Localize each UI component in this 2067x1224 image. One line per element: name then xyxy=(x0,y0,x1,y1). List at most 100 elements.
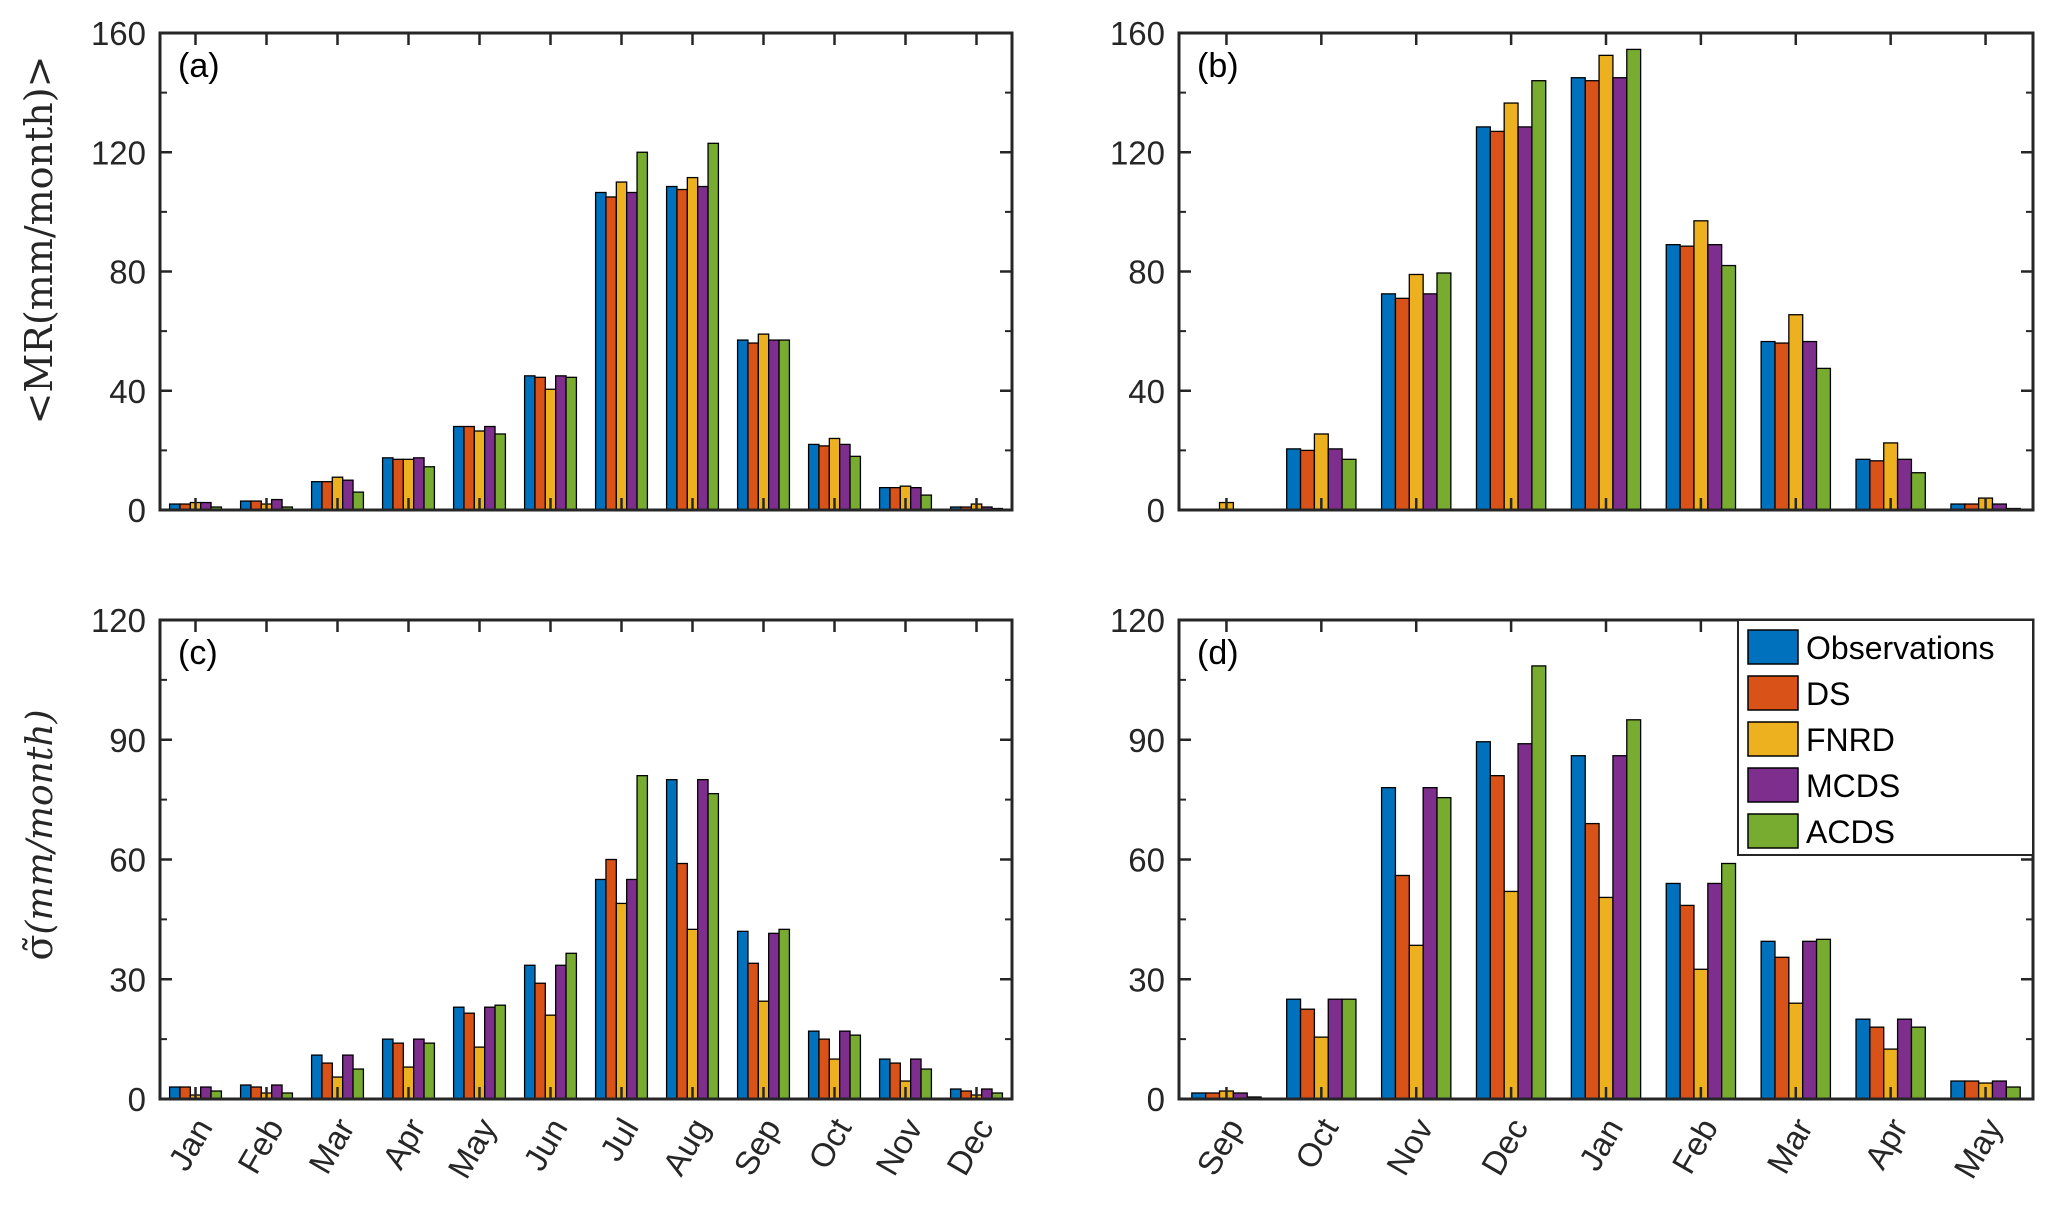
bar-a-mcds-nov xyxy=(910,486,922,511)
bar-b-observations-dec xyxy=(1475,126,1491,511)
bar-d-observations-feb xyxy=(1665,882,1681,1100)
ytick-label-a-2: 80 xyxy=(109,254,146,291)
legend-swatch-ds xyxy=(1747,675,1799,711)
bar-d-mcds-jan xyxy=(1612,755,1628,1100)
axes-frame-b xyxy=(1177,31,2035,512)
bar-a-acds-mar xyxy=(352,491,365,511)
bar-a-ds-sep xyxy=(747,342,759,511)
bar-d-observations-jan xyxy=(1570,755,1586,1100)
bar-b-fnrd-jan xyxy=(1598,54,1614,511)
bar-c-mcds-apr xyxy=(413,1038,425,1100)
bar-c-ds-jun xyxy=(534,982,546,1100)
y-axis-label-top: <MR(mm/month)> xyxy=(17,56,61,425)
bar-c-fnrd-jul xyxy=(615,902,628,1100)
bar-d-ds-oct xyxy=(1299,1008,1316,1100)
bar-a-observations-nov xyxy=(878,486,891,511)
bar-b-observations-feb xyxy=(1665,244,1681,511)
bar-b-observations-apr xyxy=(1855,458,1871,511)
bar-b-fnrd-dec xyxy=(1503,102,1519,511)
bar-d-observations-oct xyxy=(1286,998,1302,1100)
bar-d-mcds-oct xyxy=(1327,998,1343,1100)
bar-c-fnrd-sep xyxy=(757,1000,770,1100)
bar-c-ds-aug xyxy=(676,862,688,1100)
xtick-label-c-apr: Apr xyxy=(375,1112,433,1175)
bar-d-observations-mar xyxy=(1760,940,1776,1100)
bar-d-acds-mar xyxy=(1815,938,1832,1100)
bar-d-mcds-mar xyxy=(1802,940,1818,1100)
xtick-label-c-feb: Feb xyxy=(230,1112,290,1180)
bar-a-ds-nov xyxy=(889,486,901,511)
ytick-label-a-3: 120 xyxy=(91,134,146,171)
xtick-label-c-jun: Jun xyxy=(516,1112,575,1177)
bar-a-mcds-jul xyxy=(626,191,638,511)
bar-d-observations-dec xyxy=(1475,741,1491,1100)
bar-b-acds-apr xyxy=(1910,472,1926,511)
bar-b-ds-apr xyxy=(1869,460,1885,511)
ytick-label-b-1: 40 xyxy=(1128,373,1165,410)
bar-b-ds-feb xyxy=(1679,245,1695,511)
xtick-label-d-apr: Apr xyxy=(1857,1112,1915,1175)
bar-a-ds-oct xyxy=(818,445,830,511)
bar-b-observations-jan xyxy=(1570,77,1586,511)
bar-d-ds-jan xyxy=(1584,822,1600,1100)
panel-label-b: (b) xyxy=(1197,47,1239,85)
bar-b-fnrd-feb xyxy=(1693,220,1709,511)
ytick-label-d-2: 60 xyxy=(1128,842,1165,879)
xtick-label-c-dec: Dec xyxy=(939,1112,1000,1181)
bar-a-observations-oct xyxy=(807,443,820,511)
bar-a-ds-apr xyxy=(392,458,404,511)
bar-d-fnrd-jan xyxy=(1598,896,1614,1100)
bar-d-mcds-may xyxy=(1991,1080,2007,1100)
bar-b-mcds-apr xyxy=(1896,458,1913,511)
sigma-symbol: σ̃ xyxy=(17,935,61,961)
bar-c-observations-jan xyxy=(168,1086,181,1100)
bar-a-observations-jul xyxy=(594,191,607,511)
bar-c-observations-apr xyxy=(381,1038,394,1100)
bar-d-fnrd-dec xyxy=(1503,890,1519,1100)
bar-c-mcds-jan xyxy=(200,1086,212,1100)
bar-a-fnrd-sep xyxy=(757,333,770,511)
bar-a-acds-nov xyxy=(920,494,933,511)
bar-c-observations-oct xyxy=(807,1030,820,1100)
bar-b-fnrd-nov xyxy=(1408,273,1424,511)
bar-a-ds-jun xyxy=(534,376,546,511)
bar-a-observations-sep xyxy=(736,339,749,511)
xtick-label-c-jan: Jan xyxy=(161,1112,220,1177)
ytick-label-b-0: 0 xyxy=(1147,492,1165,529)
y-axis-label-bottom: σ̃(mm/month) xyxy=(17,709,61,960)
bar-a-mcds-apr xyxy=(413,457,425,511)
bar-a-mcds-mar xyxy=(342,479,354,511)
ytick-label-c-4: 120 xyxy=(91,602,146,639)
bar-c-observations-nov xyxy=(878,1058,891,1100)
legend-swatch-acds xyxy=(1747,813,1799,849)
bar-d-ds-nov xyxy=(1394,874,1410,1100)
bar-b-observations-nov xyxy=(1380,293,1397,511)
axes-frame-a xyxy=(158,31,1014,512)
bar-c-fnrd-aug xyxy=(686,928,699,1100)
ytick-label-a-4: 160 xyxy=(91,15,146,52)
xtick-label-c-mar: Mar xyxy=(301,1112,361,1180)
bar-c-acds-jul xyxy=(636,775,649,1100)
bar-d-mcds-nov xyxy=(1422,787,1438,1100)
bar-c-ds-oct xyxy=(818,1038,830,1100)
ytick-label-c-2: 60 xyxy=(109,842,146,879)
bar-c-acds-apr xyxy=(423,1042,436,1100)
panel-label-d: (d) xyxy=(1197,634,1239,672)
ytick-label-c-0: 0 xyxy=(128,1081,146,1118)
bar-a-acds-jul xyxy=(636,151,649,511)
bar-d-observations-may xyxy=(1950,1080,1966,1100)
legend-swatch-fnrd xyxy=(1747,721,1799,757)
bar-b-observations-mar xyxy=(1760,340,1776,511)
bar-a-mcds-feb xyxy=(271,498,283,511)
bar-d-ds-mar xyxy=(1774,956,1790,1100)
bar-c-ds-jan xyxy=(179,1086,191,1100)
bar-b-acds-dec xyxy=(1531,80,1547,511)
bar-d-acds-apr xyxy=(1910,1026,1926,1100)
legend-label-observations: Observations xyxy=(1806,630,1995,666)
xtick-label-c-aug: Aug xyxy=(655,1112,716,1181)
ytick-label-d-1: 30 xyxy=(1128,961,1165,998)
bar-c-mcds-aug xyxy=(697,779,709,1100)
bar-b-mcds-jan xyxy=(1612,77,1628,511)
bar-d-mcds-feb xyxy=(1707,882,1723,1100)
ytick-label-a-1: 40 xyxy=(109,373,146,410)
